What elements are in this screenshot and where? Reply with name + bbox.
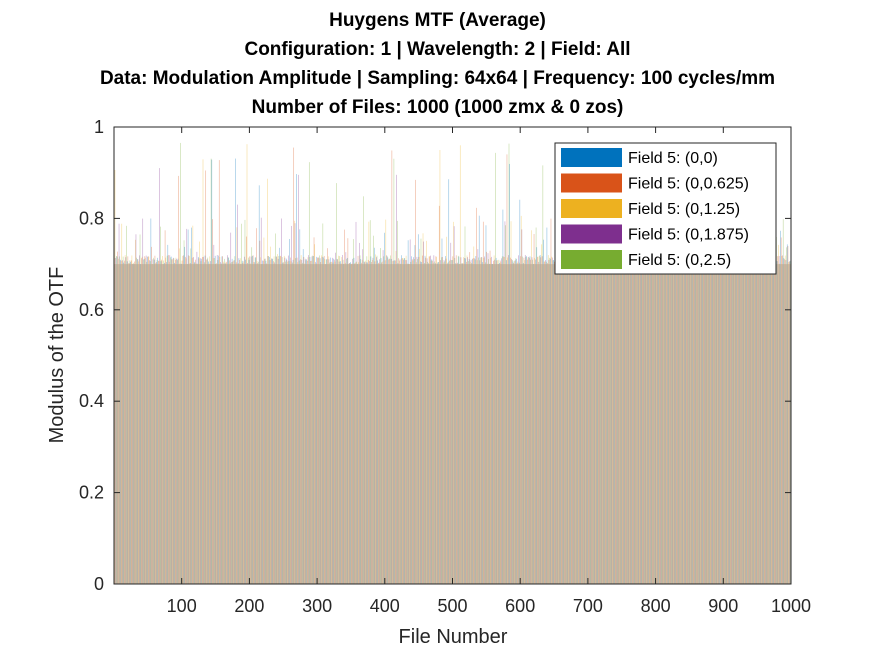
legend-swatch: [561, 250, 622, 269]
y-tick-label: 0: [94, 574, 104, 594]
x-tick-label: 1000: [771, 596, 811, 616]
x-axis-label: File Number: [399, 626, 508, 648]
y-axis-label: Modulus of the OTF: [46, 267, 68, 444]
x-axis-ticks: 100 200 300 400 500 600 700 800 900 1000: [167, 127, 811, 616]
chart-title-line-4: Number of Files: 1000 (1000 zmx & 0 zos): [251, 97, 624, 118]
y-tick-label: 0.8: [79, 208, 104, 228]
x-tick-label: 600: [505, 596, 535, 616]
legend-label: Field 5: (0,2.5): [628, 252, 731, 269]
x-tick-label: 300: [302, 596, 332, 616]
legend-label: Field 5: (0,1.25): [628, 201, 740, 218]
x-tick-label: 900: [708, 596, 738, 616]
chart-title-block: Huygens MTF (Average) Configuration: 1 |…: [0, 6, 875, 122]
y-tick-label: 0.2: [79, 483, 104, 503]
x-tick-label: 700: [573, 596, 603, 616]
chart-title-line-1: Huygens MTF (Average): [329, 10, 546, 31]
y-tick-label: 0.4: [79, 391, 104, 411]
legend-label: Field 5: (0,1.875): [628, 227, 749, 244]
y-tick-label: 0.6: [79, 300, 104, 320]
x-tick-label: 200: [234, 596, 264, 616]
bars-group: [114, 142, 791, 585]
x-tick-label: 400: [370, 596, 400, 616]
legend-swatch: [561, 199, 622, 218]
legend-label: Field 5: (0,0): [628, 150, 718, 167]
legend-swatch: [561, 173, 622, 193]
chart-title-line-3: Data: Modulation Amplitude | Sampling: 6…: [99, 68, 776, 89]
legend-label: Field 5: (0,0.625): [628, 176, 749, 193]
y-axis-ticks: 0 0.2 0.4 0.6 0.8 1: [79, 117, 791, 594]
bar-overlap-fill: [114, 264, 791, 584]
chart-title-line-2: Configuration: 1 | Wavelength: 2 | Field…: [244, 39, 631, 60]
x-tick-label: 100: [167, 596, 197, 616]
y-tick-label: 1: [94, 117, 104, 137]
legend-swatch: [561, 224, 622, 244]
legend: Field 5: (0,0) Field 5: (0,0.625) Field 5:…: [554, 142, 777, 275]
legend-swatch: [561, 148, 622, 167]
x-tick-label: 800: [641, 596, 671, 616]
x-tick-label: 500: [437, 596, 467, 616]
